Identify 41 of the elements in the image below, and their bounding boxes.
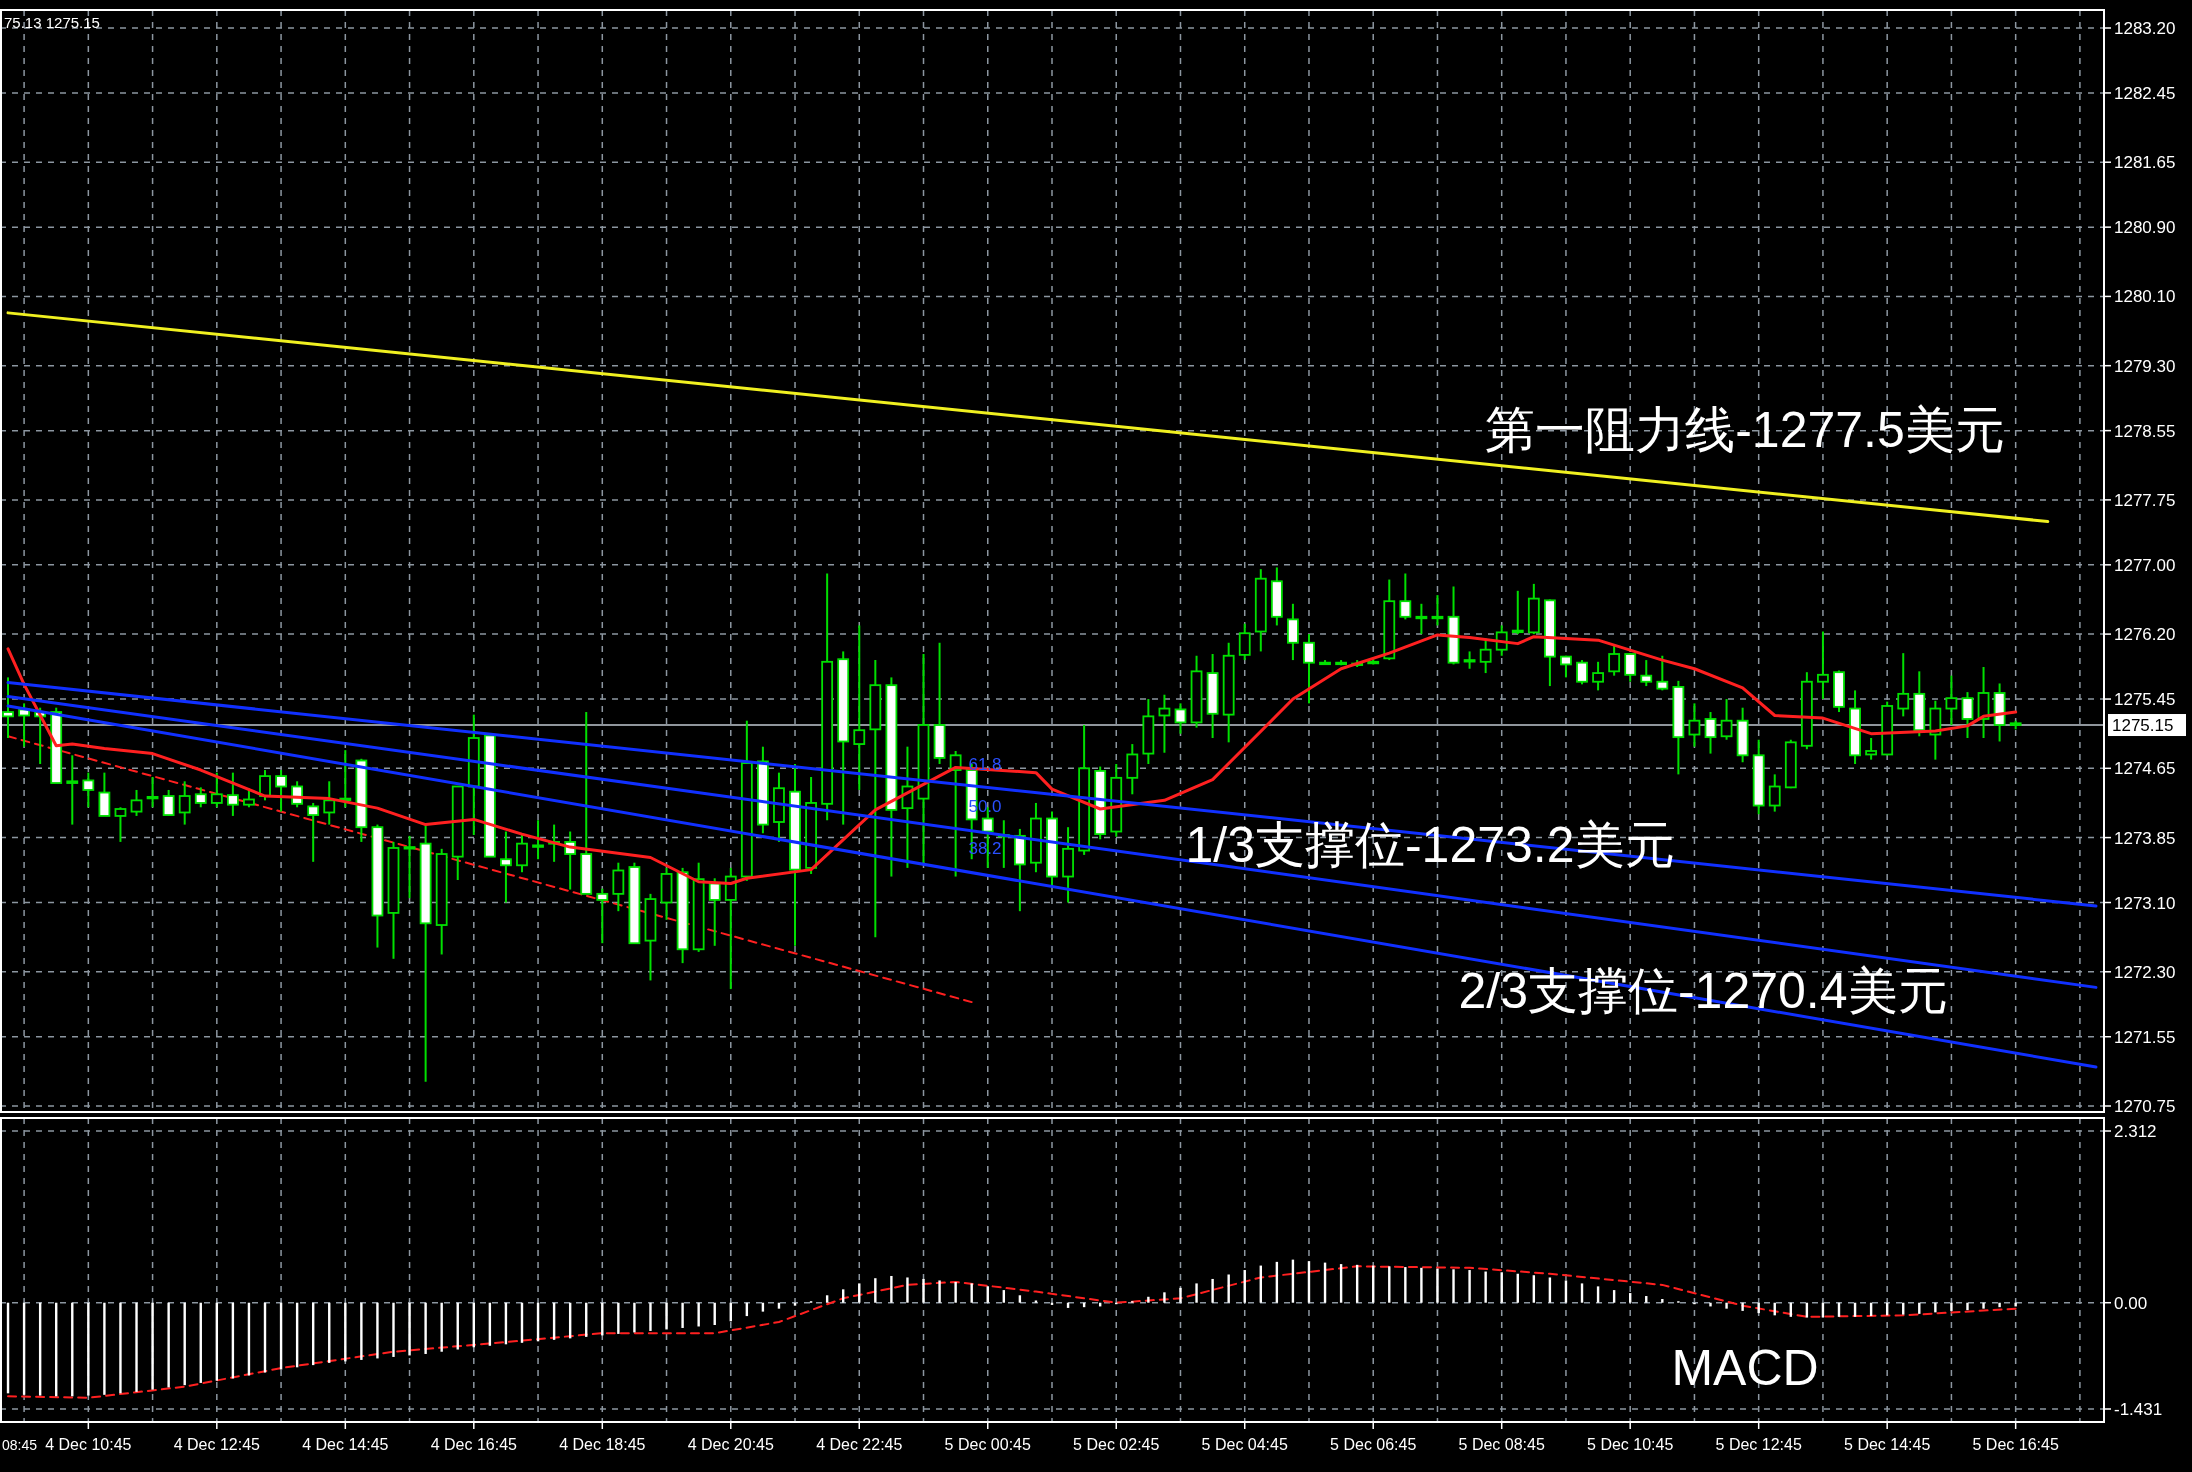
x-tick-label: 5 Dec 08:45 [1458,1436,1545,1453]
y-tick-label: 1282.45 [2114,83,2176,103]
annotation: MACD [1671,1340,1819,1396]
y-tick-label: 1283.20 [2114,19,2176,38]
y-tick-label: 0.00 [2114,1293,2148,1313]
annotation: 75.13 1275.15 [4,14,100,31]
y-tick-label: 1275.45 [2114,690,2176,710]
annotation: 第一阻力线-1277.5美元 [1485,402,2005,458]
x-tick-label: 5 Dec 12:45 [1715,1436,1802,1453]
x-tick-label: 5 Dec 04:45 [1201,1436,1288,1453]
y-tick-label: 1273.85 [2114,828,2176,848]
x-tick-label: 4 Dec 16:45 [430,1436,518,1453]
x-tick-label: 5 Dec 14:45 [1844,1436,1931,1453]
x-tick-label: 4 Dec 10:45 [45,1436,132,1453]
y-tick-label: 1270.75 [2114,1097,2176,1116]
x-tick-label: 5 Dec 02:45 [1073,1436,1160,1453]
y-tick-label: 2.312 [2114,1122,2157,1141]
ref-line-label: 1275.15 [2112,716,2174,736]
x-tick-label: 4 Dec 14:45 [302,1436,389,1453]
text: 08:45 [2,1437,38,1453]
y-tick-label: 1277.75 [2114,490,2176,510]
y-tick-label: 1280.90 [2114,218,2176,238]
x-tick-label: 5 Dec 16:45 [1972,1436,2059,1453]
y-tick-label: 1279.30 [2114,356,2176,376]
y-tick-label: 1272.30 [2114,962,2176,982]
x-tick-label: 5 Dec 00:45 [944,1436,1031,1453]
y-tick-label: 1273.10 [2114,893,2176,913]
y-tick-label: 1277.00 [2114,555,2176,575]
x-tick-label: 4 Dec 18:45 [559,1436,646,1453]
x-tick-label: 5 Dec 06:45 [1330,1436,1417,1453]
x-tick-label: 4 Dec 22:45 [816,1436,903,1453]
y-tick-label: -1.431 [2114,1400,2163,1419]
y-tick-label: 1274.65 [2114,759,2176,779]
y-tick-label: 1280.10 [2114,287,2176,307]
x-tick-label: 5 Dec 10:45 [1587,1436,1674,1453]
y-tick-label: 1281.65 [2114,153,2176,173]
y-tick-label: 1278.55 [2114,421,2176,441]
x-tick-label: 4 Dec 20:45 [687,1436,775,1453]
x-tick-label: 4 Dec 12:45 [173,1436,261,1453]
y-tick-label: 1271.55 [2114,1027,2176,1047]
y-tick-label: 1276.20 [2114,625,2176,645]
